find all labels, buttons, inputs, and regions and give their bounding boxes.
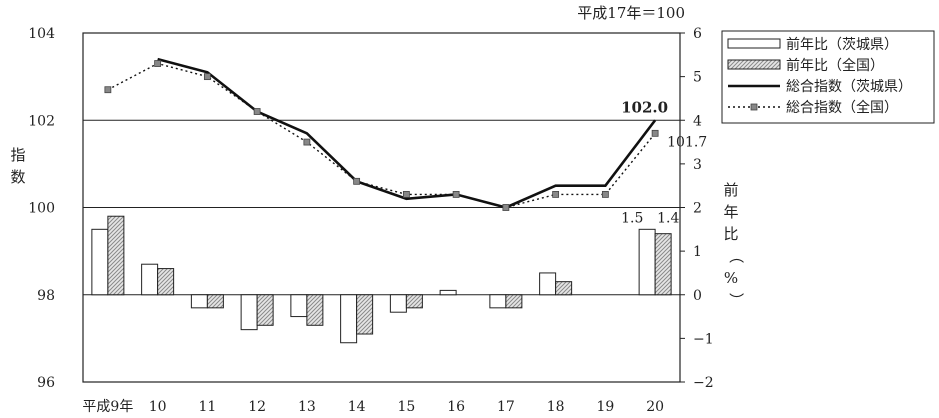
legend-label: 前年比（茨城県） <box>786 36 898 53</box>
bar-national <box>306 294 324 326</box>
svg-text:数: 数 <box>10 168 25 186</box>
label-national-yoy-last: 1.4 <box>657 210 679 226</box>
svg-text:前: 前 <box>723 181 738 199</box>
bar-ibaraki <box>539 272 557 296</box>
point-national <box>253 108 261 115</box>
x-tick-label: 15 <box>397 399 415 415</box>
bar-national <box>654 233 672 296</box>
left-tick-label: 96 <box>37 375 55 391</box>
legend-label: 総合指数（茨城県） <box>786 79 912 95</box>
legend-label: 前年比（全国） <box>786 57 884 74</box>
right-tick-label: −1 <box>693 331 714 347</box>
svg-text:比: 比 <box>723 225 738 243</box>
bar-national <box>107 215 125 296</box>
legend: 前年比（茨城県） 前年比（全国） 総合指数（茨城県） 総合指数（全国） <box>721 30 935 124</box>
x-tick-label: 17 <box>497 399 515 415</box>
bar-national <box>157 268 175 296</box>
x-tick-label: 20 <box>646 399 664 415</box>
label-national-index-last: 101.7 <box>667 134 707 150</box>
x-tick-label: 19 <box>596 399 614 415</box>
legend-marker <box>750 103 758 111</box>
bar-national <box>206 294 224 309</box>
legend-swatch <box>727 38 781 49</box>
point-national <box>303 138 311 146</box>
line-national <box>107 62 656 209</box>
right-tick-label: 3 <box>693 157 702 173</box>
bar-ibaraki <box>91 228 109 296</box>
right-tick-label: 0 <box>693 288 702 304</box>
x-tick-label: 13 <box>298 399 316 415</box>
svg-text:（: （ <box>727 248 745 263</box>
bar-national <box>356 294 374 335</box>
svg-text:指: 指 <box>10 146 25 164</box>
left-tick-label: 102 <box>28 113 55 129</box>
svg-text:年: 年 <box>723 203 738 221</box>
plot-area: 102.0 101.7 1.5 1.4 <box>82 32 707 383</box>
bar-ibaraki <box>190 294 208 309</box>
bar-national <box>256 294 274 326</box>
right-tick-label: 5 <box>693 70 702 86</box>
left-axis-label: 指数 <box>10 146 25 186</box>
line-ibaraki <box>157 57 657 209</box>
bar-ibaraki <box>638 228 656 296</box>
point-national <box>203 73 211 81</box>
label-ibaraki-yoy-last: 1.5 <box>621 210 643 226</box>
bar-ibaraki <box>489 294 507 309</box>
right-tick-label: −2 <box>693 375 714 391</box>
point-national <box>154 60 162 67</box>
point-national <box>601 191 609 198</box>
bar-ibaraki <box>240 294 258 331</box>
x-tick-label: 10 <box>149 399 167 415</box>
x-tick-label: 18 <box>547 399 565 415</box>
svg-text:%: % <box>724 269 738 287</box>
bar-national <box>505 294 523 309</box>
svg-text:）: ） <box>727 292 745 307</box>
left-tick-label: 100 <box>28 201 55 217</box>
legend-label: 総合指数（全国） <box>786 99 898 116</box>
bar-ibaraki <box>389 294 407 313</box>
right-axis-label: 前年比 （% ） <box>723 181 745 308</box>
x-tick-label: 14 <box>348 399 366 415</box>
point-national <box>452 191 460 198</box>
bar-national <box>405 294 423 309</box>
left-tick-label: 98 <box>37 288 55 304</box>
right-tick-label: 6 <box>693 26 702 42</box>
x-tick-label: 16 <box>447 399 465 415</box>
right-tick-label: 1 <box>693 244 702 260</box>
right-tick-label: 2 <box>693 201 702 217</box>
left-tick-label: 104 <box>28 26 55 42</box>
right-tick-label: 4 <box>693 113 702 129</box>
point-national <box>353 177 361 185</box>
bar-ibaraki <box>340 294 358 344</box>
x-tick-label: 11 <box>198 399 216 415</box>
point-national <box>104 86 112 94</box>
point-national <box>502 204 510 211</box>
bar-ibaraki <box>290 294 308 318</box>
point-national <box>402 191 410 198</box>
label-ibaraki-index-last: 102.0 <box>621 98 668 116</box>
bar-national <box>555 281 573 296</box>
x-tick-label: 平成9年 <box>82 399 133 415</box>
bar-ibaraki <box>439 289 457 296</box>
x-tick-label: 12 <box>248 399 266 415</box>
point-national <box>552 191 560 198</box>
legend-swatch <box>727 59 781 70</box>
bar-ibaraki <box>141 263 159 296</box>
top-note: 平成17年＝100 <box>577 4 685 22</box>
point-national <box>651 129 659 137</box>
